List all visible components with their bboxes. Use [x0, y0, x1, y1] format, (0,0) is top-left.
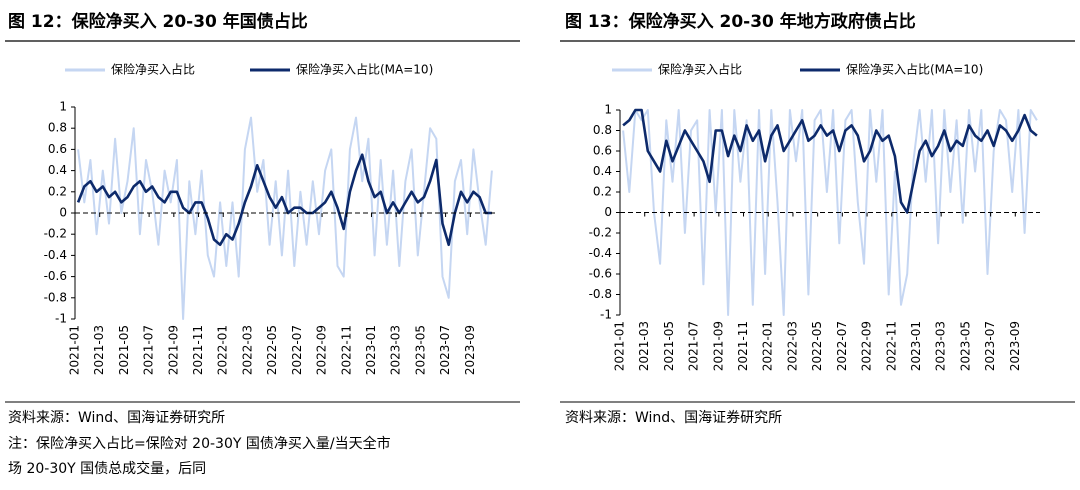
x-tick-label: 2023-09 — [463, 325, 477, 375]
y-tick-label: -0.4 — [44, 248, 67, 262]
series-line — [77, 116, 493, 320]
y-tick-label: 0.2 — [48, 184, 67, 198]
y-tick-label: -0.6 — [589, 267, 612, 281]
y-tick-label: -0.8 — [589, 287, 612, 301]
y-tick-label: 0.4 — [593, 164, 612, 178]
source: 资料来源：Wind、国海证券研究所 — [8, 410, 225, 426]
x-tick-label: 2023-05 — [958, 321, 972, 371]
x-tick-label: 2021-11 — [191, 325, 205, 375]
y-tick-label: -1 — [600, 308, 612, 322]
x-tick-label: 2022-07 — [835, 321, 849, 371]
x-tick-label: 2022-01 — [761, 321, 775, 371]
x-tick-label: 2022-11 — [339, 325, 353, 375]
x-tick-label: 2022-03 — [785, 321, 799, 371]
x-tick-label: 2023-03 — [389, 325, 403, 375]
y-tick-label: -0.6 — [44, 269, 67, 283]
x-tick-label: 2021-11 — [736, 321, 750, 371]
x-tick-label: 2021-01 — [613, 321, 627, 371]
y-tick-label: 1 — [59, 100, 67, 114]
x-tick-label: 2022-09 — [860, 321, 874, 371]
x-tick-label: 2022-01 — [216, 325, 230, 375]
y-tick-label: 0 — [59, 206, 67, 220]
x-tick-label: 2021-01 — [68, 325, 82, 375]
y-tick-label: -0.8 — [44, 290, 67, 304]
chart-title: 图 12：保险净买入 20-30 年国债占比 — [8, 11, 308, 32]
x-tick-label: 2023-07 — [438, 325, 452, 375]
x-tick-label: 2023-09 — [1008, 321, 1022, 371]
y-tick-label: 0.6 — [593, 144, 612, 158]
y-tick-label: 0.2 — [593, 185, 612, 199]
y-tick-label: -0.4 — [589, 246, 612, 260]
x-tick-label: 2023-01 — [364, 325, 378, 375]
x-tick-label: 2022-09 — [315, 325, 329, 375]
x-tick-label: 2023-07 — [983, 321, 997, 371]
x-tick-label: 2023-05 — [413, 325, 427, 375]
note: 场 20-30Y 国债总成交量，后同 — [8, 460, 206, 477]
x-tick-label: 2021-09 — [711, 321, 725, 371]
series-line — [76, 153, 492, 247]
y-tick-label: -1 — [55, 312, 67, 326]
legend-label: 保险净买入占比(MA=10) — [296, 62, 433, 77]
y-tick-label: 0.8 — [48, 121, 67, 135]
x-tick-label: 2022-05 — [810, 321, 824, 371]
y-tick-label: 0 — [604, 205, 612, 219]
x-tick-label: 2023-03 — [934, 321, 948, 371]
x-tick-label: 2021-09 — [166, 325, 180, 375]
x-tick-label: 2021-03 — [92, 325, 106, 375]
y-tick-label: -0.2 — [44, 227, 67, 241]
y-tick-label: 0.8 — [593, 123, 612, 137]
x-tick-label: 2022-07 — [290, 325, 304, 375]
legend-label: 保险净买入占比 — [111, 62, 195, 77]
y-tick-label: 1 — [604, 103, 612, 117]
legend-label: 保险净买入占比(MA=10) — [846, 62, 983, 77]
note: 注：保险净买入占比=保险对 20-30Y 国债净买入量/当天全市 — [8, 435, 391, 452]
x-tick-label: 2021-05 — [117, 325, 131, 375]
y-tick-label: 0.6 — [48, 142, 67, 156]
x-tick-label: 2021-07 — [687, 321, 701, 371]
series-line — [622, 108, 1038, 214]
x-tick-label: 2022-03 — [240, 325, 254, 375]
x-tick-label: 2023-01 — [909, 321, 923, 371]
x-tick-label: 2021-03 — [637, 321, 651, 371]
x-tick-label: 2022-11 — [884, 321, 898, 371]
x-tick-label: 2022-05 — [265, 325, 279, 375]
y-tick-label: -0.2 — [589, 226, 612, 240]
chart-title: 图 13：保险净买入 20-30 年地方政府债占比 — [565, 11, 916, 32]
legend-label: 保险净买入占比 — [658, 62, 742, 77]
x-tick-label: 2021-05 — [662, 321, 676, 371]
x-tick-label: 2021-07 — [142, 325, 156, 375]
source: 资料来源：Wind、国海证券研究所 — [565, 410, 782, 426]
y-tick-label: 0.4 — [48, 163, 67, 177]
